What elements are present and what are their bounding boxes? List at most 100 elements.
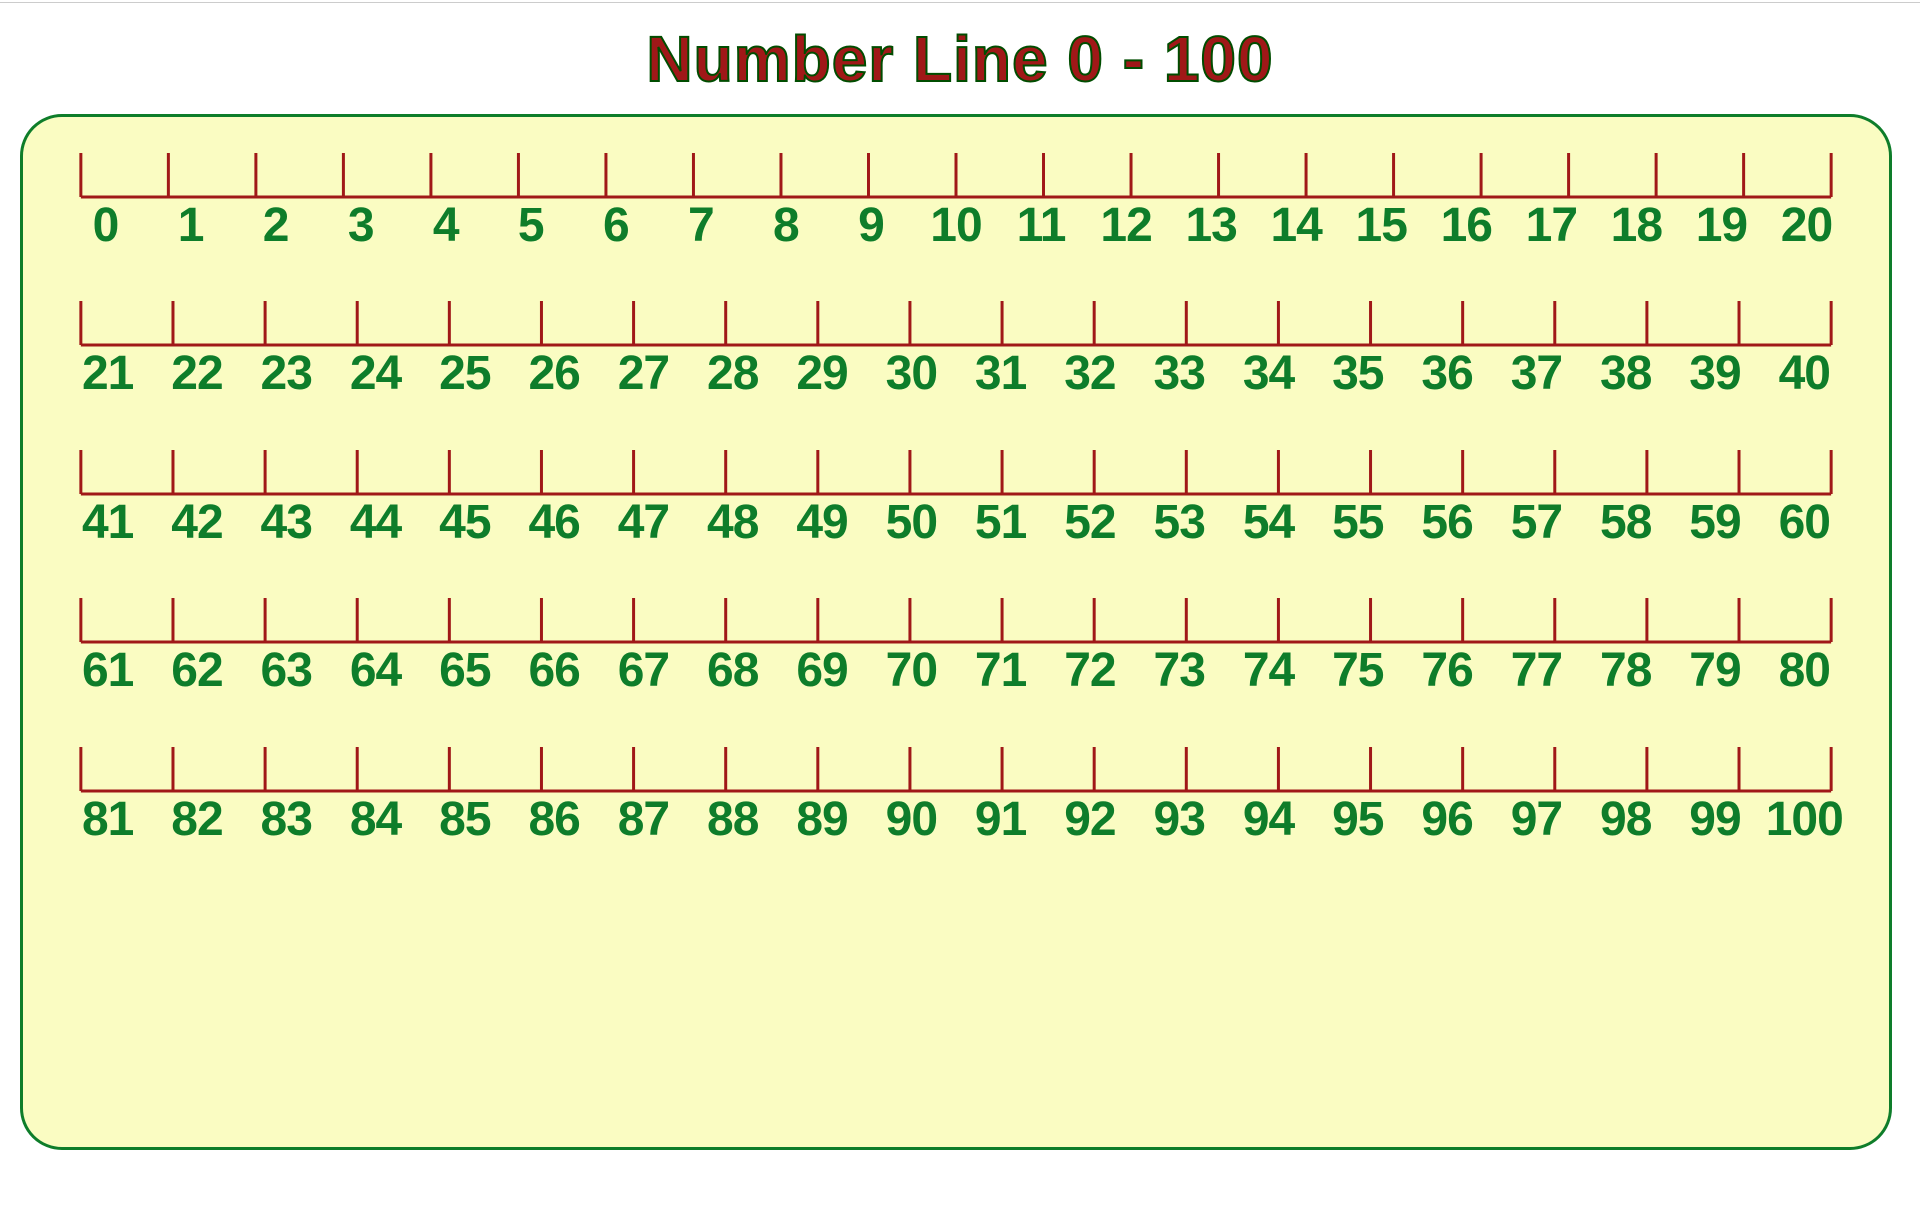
- number-line-card: 0123456789101112131415161718192021222324…: [20, 114, 1892, 1150]
- number-labels: 4142434445464748495051525354555657585960: [63, 498, 1849, 548]
- number-label: 50: [867, 498, 956, 548]
- number-line-row: 4142434445464748495051525354555657585960: [63, 442, 1849, 548]
- number-label: 72: [1045, 646, 1134, 696]
- number-label: 45: [420, 498, 509, 548]
- number-label: 30: [867, 349, 956, 399]
- number-label: 55: [1313, 498, 1402, 548]
- number-label: 70: [867, 646, 956, 696]
- number-line-row: 2122232425262728293031323334353637383940: [63, 293, 1849, 399]
- number-label: 3: [318, 201, 403, 251]
- number-label: 88: [688, 795, 777, 845]
- number-label: 76: [1402, 646, 1491, 696]
- top-rule: [0, 2, 1920, 3]
- number-label: 13: [1169, 201, 1254, 251]
- number-label: 22: [152, 349, 241, 399]
- rows-container: 0123456789101112131415161718192021222324…: [63, 145, 1849, 845]
- number-label: 60: [1760, 498, 1849, 548]
- tick-line: [63, 739, 1849, 795]
- number-label: 12: [1084, 201, 1169, 251]
- number-label: 63: [242, 646, 331, 696]
- tick-line: [63, 293, 1849, 349]
- number-label: 86: [509, 795, 598, 845]
- number-label: 58: [1581, 498, 1670, 548]
- number-label: 89: [777, 795, 866, 845]
- number-label: 94: [1224, 795, 1313, 845]
- number-label: 10: [913, 201, 998, 251]
- number-line-row: 8182838485868788899091929394959697989910…: [63, 739, 1849, 845]
- number-label: 35: [1313, 349, 1402, 399]
- number-label: 19: [1679, 201, 1764, 251]
- number-label: 52: [1045, 498, 1134, 548]
- number-label: 2: [233, 201, 318, 251]
- number-label: 87: [599, 795, 688, 845]
- number-label: 0: [63, 201, 148, 251]
- number-label: 47: [599, 498, 688, 548]
- number-label: 44: [331, 498, 420, 548]
- number-label: 18: [1594, 201, 1679, 251]
- number-label: 79: [1670, 646, 1759, 696]
- number-label: 28: [688, 349, 777, 399]
- number-label: 73: [1135, 646, 1224, 696]
- number-label: 24: [331, 349, 420, 399]
- number-label: 14: [1254, 201, 1339, 251]
- number-label: 92: [1045, 795, 1134, 845]
- number-label: 38: [1581, 349, 1670, 399]
- number-label: 100: [1760, 795, 1849, 845]
- number-label: 67: [599, 646, 688, 696]
- number-labels: 8182838485868788899091929394959697989910…: [63, 795, 1849, 845]
- number-label: 99: [1670, 795, 1759, 845]
- number-label: 78: [1581, 646, 1670, 696]
- number-label: 1: [148, 201, 233, 251]
- number-label: 82: [152, 795, 241, 845]
- number-label: 4: [403, 201, 488, 251]
- number-label: 33: [1135, 349, 1224, 399]
- number-label: 27: [599, 349, 688, 399]
- number-label: 51: [956, 498, 1045, 548]
- number-label: 68: [688, 646, 777, 696]
- number-label: 95: [1313, 795, 1402, 845]
- number-label: 62: [152, 646, 241, 696]
- number-label: 85: [420, 795, 509, 845]
- number-label: 40: [1760, 349, 1849, 399]
- number-label: 84: [331, 795, 420, 845]
- number-label: 54: [1224, 498, 1313, 548]
- number-label: 34: [1224, 349, 1313, 399]
- number-label: 48: [688, 498, 777, 548]
- number-label: 91: [956, 795, 1045, 845]
- tick-line: [63, 145, 1849, 201]
- number-label: 90: [867, 795, 956, 845]
- number-label: 39: [1670, 349, 1759, 399]
- number-label: 81: [63, 795, 152, 845]
- number-line-row: 6162636465666768697071727374757677787980: [63, 590, 1849, 696]
- number-label: 93: [1135, 795, 1224, 845]
- number-label: 25: [420, 349, 509, 399]
- page-title: Number Line 0 - 100: [0, 0, 1920, 114]
- number-label: 98: [1581, 795, 1670, 845]
- number-label: 46: [509, 498, 598, 548]
- tick-line: [63, 442, 1849, 498]
- number-label: 66: [509, 646, 598, 696]
- number-label: 20: [1764, 201, 1849, 251]
- number-label: 97: [1492, 795, 1581, 845]
- number-label: 7: [658, 201, 743, 251]
- number-label: 75: [1313, 646, 1402, 696]
- number-label: 17: [1509, 201, 1594, 251]
- number-label: 26: [509, 349, 598, 399]
- number-label: 65: [420, 646, 509, 696]
- number-label: 59: [1670, 498, 1759, 548]
- number-label: 8: [743, 201, 828, 251]
- tick-line: [63, 590, 1849, 646]
- number-label: 61: [63, 646, 152, 696]
- number-label: 83: [242, 795, 331, 845]
- number-label: 64: [331, 646, 420, 696]
- number-label: 77: [1492, 646, 1581, 696]
- number-label: 96: [1402, 795, 1491, 845]
- number-label: 29: [777, 349, 866, 399]
- number-label: 32: [1045, 349, 1134, 399]
- number-label: 56: [1402, 498, 1491, 548]
- number-labels: 6162636465666768697071727374757677787980: [63, 646, 1849, 696]
- number-label: 15: [1339, 201, 1424, 251]
- number-line-row: 01234567891011121314151617181920: [63, 145, 1849, 251]
- number-label: 6: [573, 201, 658, 251]
- number-label: 37: [1492, 349, 1581, 399]
